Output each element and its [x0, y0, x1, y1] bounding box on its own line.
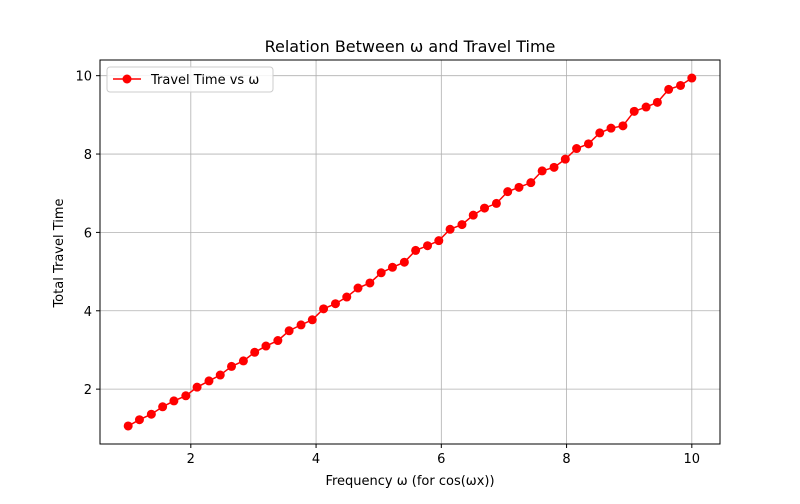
x-tick-label: 10: [684, 452, 701, 467]
y-axis-ticks: 2 4 6 8 10: [75, 70, 100, 398]
data-point: [123, 421, 133, 431]
x-axis-label: Frequency ω (for cos(ωx)): [325, 474, 494, 489]
data-point: [560, 154, 570, 164]
data-point: [250, 347, 260, 357]
data-point: [307, 315, 317, 325]
data-point: [526, 178, 536, 188]
data-point: [181, 391, 191, 401]
data-point: [652, 97, 662, 107]
legend-marker-swatch: [122, 74, 132, 84]
data-point: [342, 292, 352, 302]
y-axis-label: Total Travel Time: [52, 198, 67, 308]
data-point: [503, 187, 513, 197]
data-point: [549, 162, 559, 172]
data-point: [215, 370, 225, 380]
data-point: [641, 102, 651, 112]
plot-frame: [99, 59, 721, 445]
data-point: [537, 166, 547, 176]
data-point: [296, 320, 306, 330]
data-point: [583, 139, 593, 149]
data-point: [664, 84, 674, 94]
data-point: [376, 268, 386, 278]
data-point: [365, 278, 375, 288]
y-tick-label: 2: [84, 383, 92, 398]
data-point: [434, 236, 444, 246]
x-tick-label: 4: [312, 452, 320, 467]
data-point: [468, 210, 478, 220]
data-point: [169, 396, 179, 406]
data-point: [423, 241, 433, 251]
data-point: [238, 356, 248, 366]
data-point: [330, 299, 340, 309]
y-tick-label: 8: [84, 148, 92, 163]
data-point: [273, 336, 283, 346]
data-point: [595, 128, 605, 138]
chart-title: Relation Between ω and Travel Time: [265, 37, 556, 56]
legend-box: [106, 66, 274, 93]
data-point: [158, 402, 168, 412]
data-point: [491, 198, 501, 208]
data-point: [353, 283, 363, 293]
y-tick-label: 6: [84, 226, 92, 241]
data-point: [261, 341, 271, 351]
x-tick-label: 6: [437, 452, 445, 467]
data-point: [606, 123, 616, 133]
y-tick-label: 4: [84, 305, 92, 320]
data-point: [227, 361, 237, 371]
legend: Travel Time vs ω: [106, 66, 274, 93]
x-tick-label: 8: [562, 452, 570, 467]
data-point: [192, 382, 202, 392]
data-point: [687, 73, 697, 83]
data-point: [514, 182, 524, 192]
legend-label: Travel Time vs ω: [150, 73, 259, 88]
data-point: [676, 80, 686, 90]
data-point: [457, 220, 467, 230]
data-point: [319, 304, 329, 314]
data-point: [445, 224, 455, 234]
data-point: [629, 106, 639, 116]
data-point: [411, 245, 421, 255]
data-point: [572, 144, 582, 154]
data-point: [146, 409, 156, 419]
x-tick-label: 2: [187, 452, 195, 467]
series-markers: [123, 73, 697, 431]
data-point: [618, 121, 628, 131]
y-tick-label: 10: [75, 70, 92, 85]
data-point: [134, 415, 144, 425]
data-point: [204, 376, 214, 386]
grid: [100, 60, 720, 444]
data-point: [284, 326, 294, 336]
x-axis-ticks: 2 4 6 8 10: [187, 444, 700, 467]
data-point: [387, 262, 397, 272]
data-point: [480, 203, 490, 213]
data-point: [399, 257, 409, 267]
